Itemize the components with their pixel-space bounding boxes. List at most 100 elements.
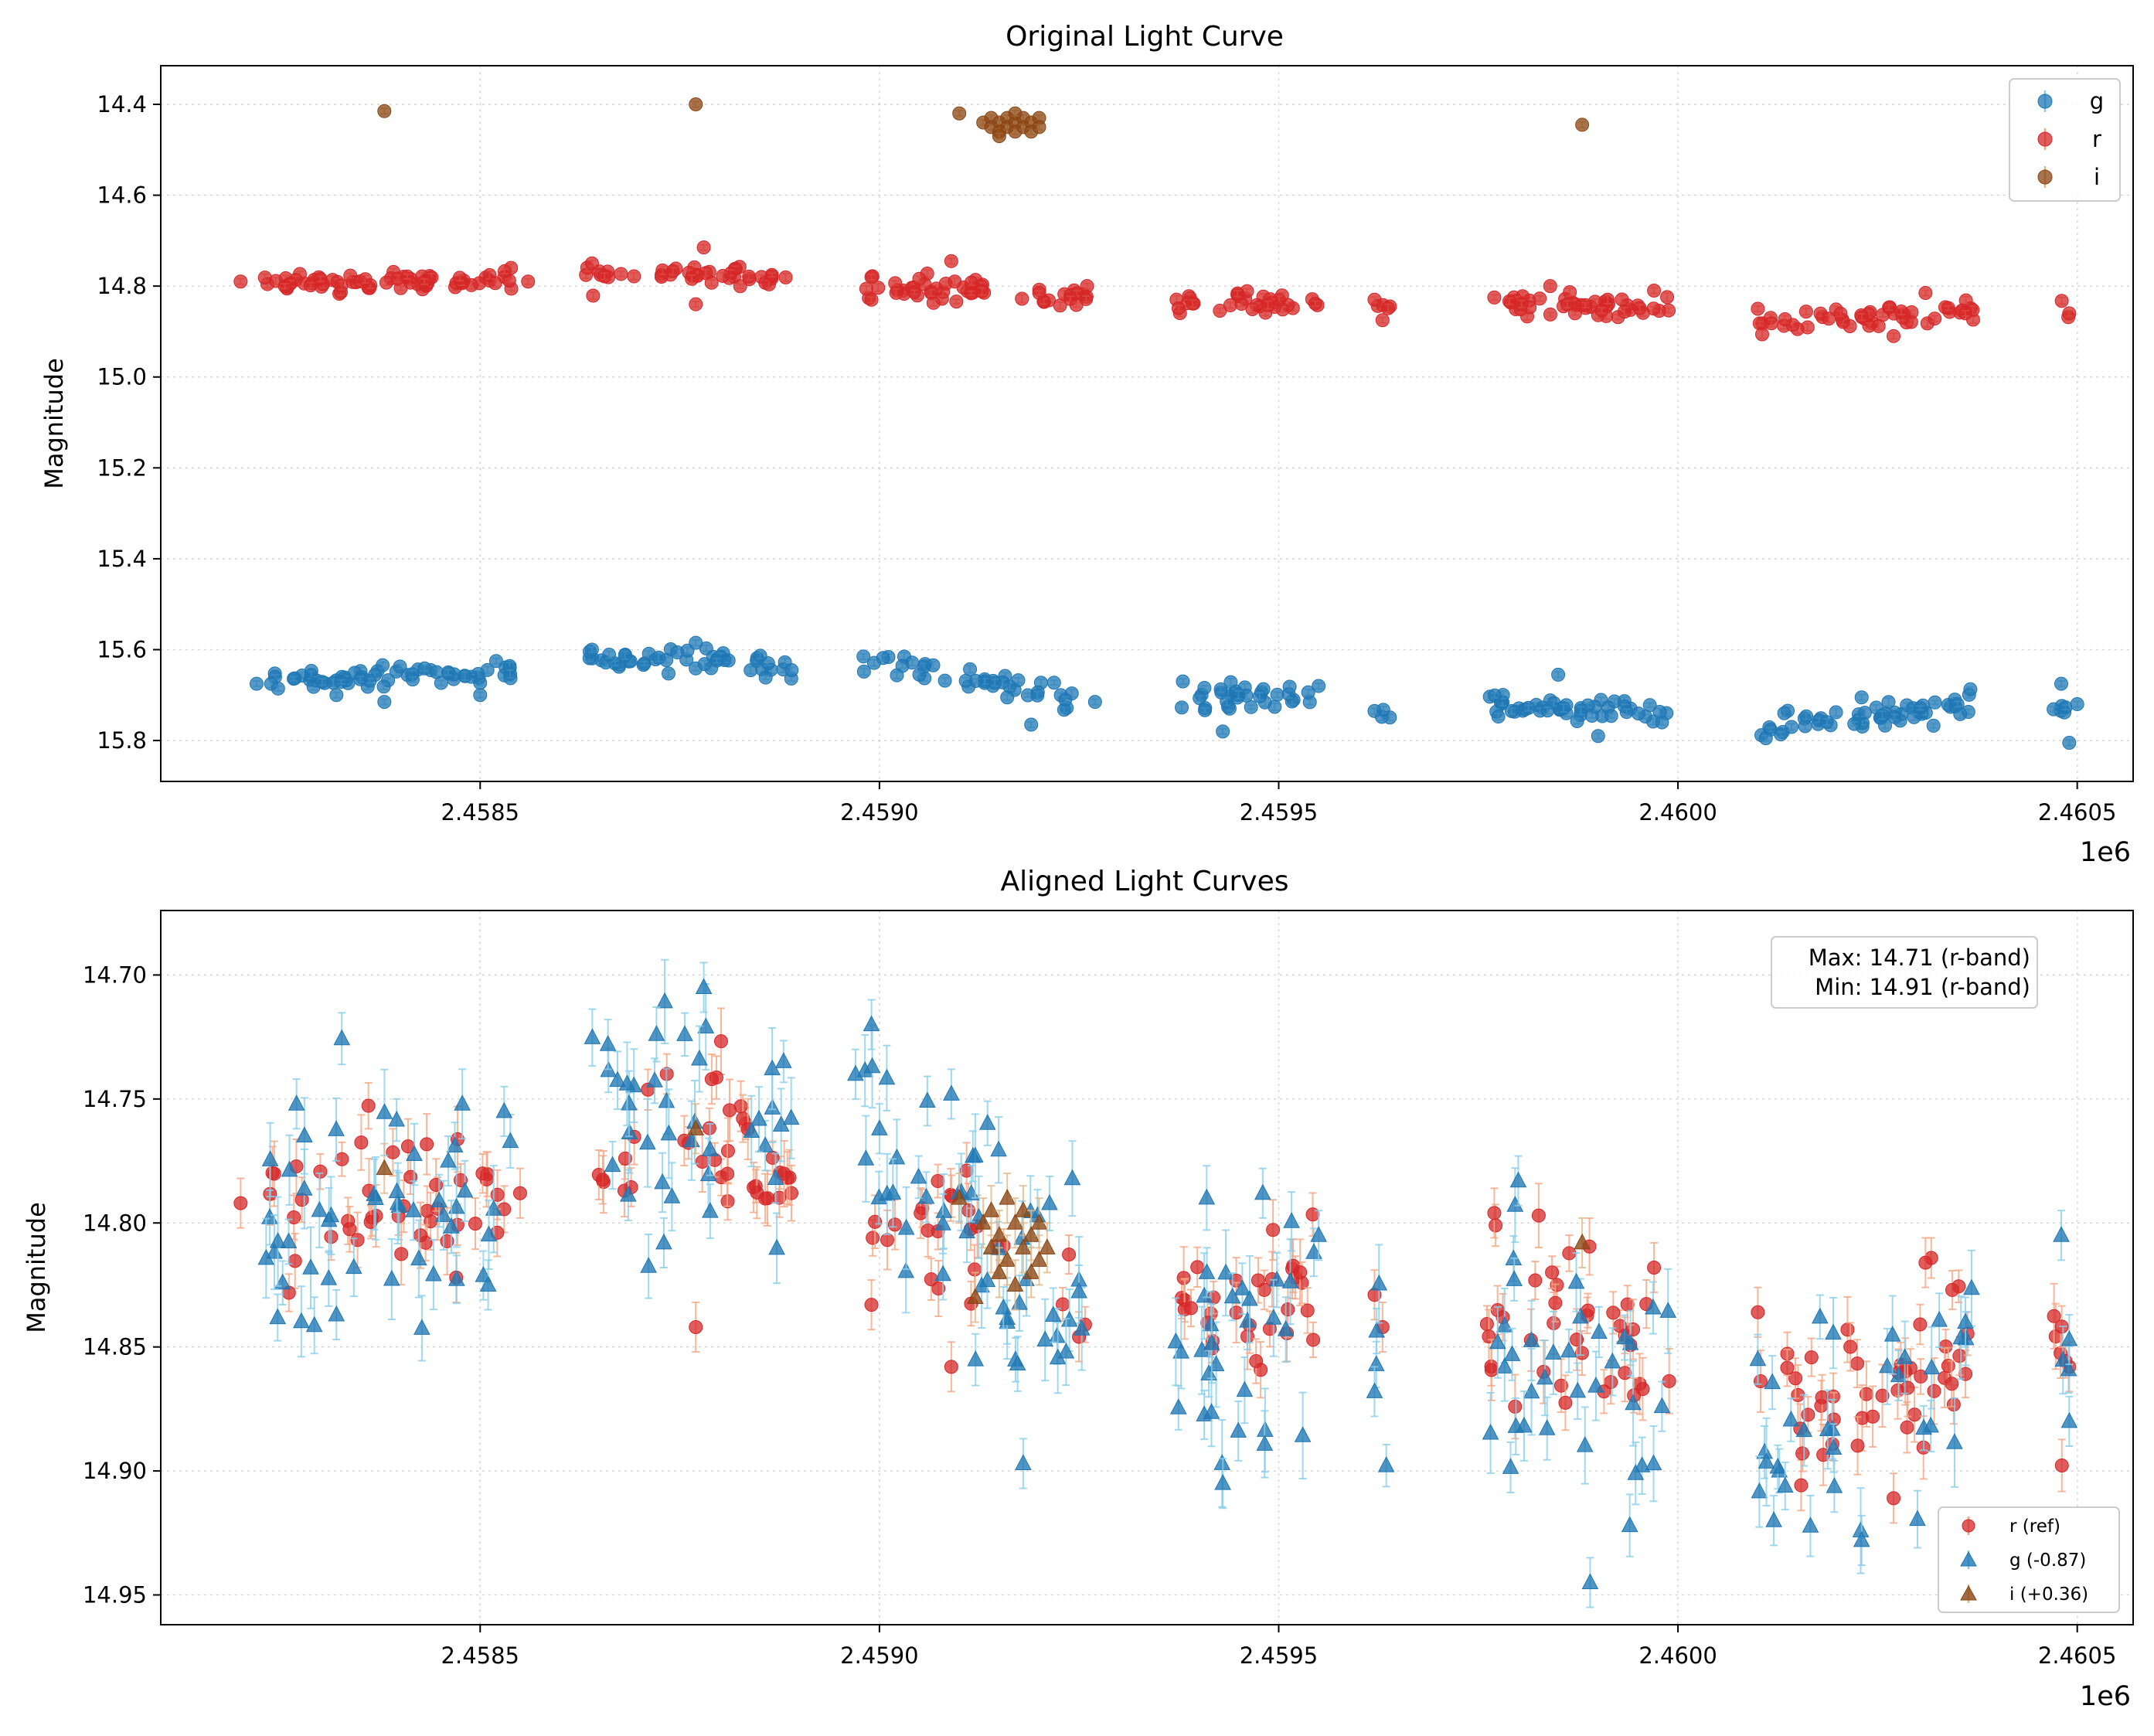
y-tick-label: 14.6 (97, 182, 147, 209)
data-point (1236, 1356, 1254, 1425)
data-point (584, 1008, 601, 1067)
data-point (2054, 294, 2069, 308)
data-point (376, 658, 390, 672)
data-point (887, 1199, 902, 1251)
data-point (1788, 1357, 1803, 1400)
data-point (774, 1040, 792, 1084)
data-point (1918, 1237, 1933, 1288)
annotation-min: Min: 14.91 (r-band) (1815, 974, 2030, 1000)
data-point (1958, 306, 1973, 321)
y-tick-label: 14.75 (83, 1086, 147, 1112)
data-point (1015, 1185, 1032, 1237)
data-point (1926, 718, 1941, 733)
data-point (1203, 1303, 1220, 1384)
data-point (233, 1177, 248, 1229)
data-point (1950, 697, 1965, 712)
data-point (1829, 705, 1843, 720)
data-point (1000, 690, 1015, 705)
data-point (1270, 687, 1285, 702)
data-point (1825, 1296, 1842, 1370)
data-point (405, 1180, 422, 1241)
data-point (639, 1098, 656, 1188)
data-point (1046, 676, 1061, 690)
data-point (584, 256, 599, 271)
data-point (334, 675, 349, 689)
data-point (233, 274, 248, 289)
legend-entry-i-shift: i (+0.36) (1960, 1585, 2088, 1605)
data-point (1875, 1363, 1890, 1428)
data-point (1502, 1441, 1519, 1493)
data-point (1087, 695, 1102, 710)
panel-original: Original Light Curve 2.4585 2.4590 2.4595 2… (39, 21, 2134, 868)
data-point (1540, 703, 1555, 718)
y-tick-label: 15.8 (97, 727, 147, 754)
data-point (1913, 700, 1928, 715)
data-point (1073, 1286, 1091, 1371)
data-point (2070, 697, 2084, 712)
data-point (1769, 1444, 1787, 1490)
data-point (1543, 307, 1557, 322)
data-point (696, 240, 711, 255)
data-point (1169, 1384, 1187, 1431)
data-point (1631, 706, 1645, 721)
data-point (995, 1285, 1012, 1330)
data-point (1751, 301, 1765, 316)
data-point (999, 1173, 1016, 1224)
data-point (764, 267, 779, 282)
data-point (689, 297, 703, 311)
legend-entry-i: i (2037, 164, 2100, 190)
data-point (1024, 717, 1039, 732)
series-r-ref (233, 1007, 2077, 1524)
y-tick-label: 14.85 (83, 1334, 147, 1360)
data-point (859, 281, 873, 296)
data-point (1056, 1286, 1070, 1322)
legend-entry-g-shift: g (-0.87) (1960, 1550, 2086, 1571)
data-point (1266, 1199, 1281, 1261)
data-point (376, 679, 391, 694)
data-point (458, 669, 472, 683)
annotation-max: Max: 14.71 (r-band) (1809, 945, 2030, 971)
data-point (1069, 298, 1084, 312)
y-tick-label: 14.90 (83, 1458, 147, 1484)
data-point (287, 1194, 301, 1241)
legend-marker-i (2037, 169, 2053, 185)
plot-frame-original (160, 65, 2134, 782)
data-point (1245, 302, 1260, 317)
data-point (1484, 1339, 1499, 1401)
data-point (1057, 703, 1071, 717)
data-point (1176, 674, 1190, 689)
data-point (311, 1172, 328, 1248)
data-point (952, 106, 967, 121)
data-point (1896, 1320, 1914, 1394)
legend-label-i: i (2094, 164, 2100, 190)
data-point (441, 665, 455, 679)
data-point (1581, 1557, 1599, 1608)
data-point (767, 1152, 784, 1204)
data-point (1521, 700, 1536, 715)
data-point (1008, 106, 1023, 121)
data-point (389, 1162, 407, 1244)
data-point (388, 1098, 406, 1142)
series-container (233, 958, 2078, 1608)
data-point (1854, 690, 1869, 705)
data-point (654, 1152, 671, 1213)
data-point (914, 1187, 928, 1240)
legend-marker-r (2037, 131, 2053, 147)
data-point (1545, 1255, 1560, 1290)
data-point (1627, 1442, 1645, 1506)
data-point (1030, 688, 1045, 703)
data-point (1044, 1287, 1062, 1343)
data-point (1080, 279, 1094, 294)
data-point (354, 1114, 369, 1171)
data-point (1312, 679, 1326, 693)
plot-frame-aligned (160, 910, 2134, 1625)
data-point (1857, 706, 1872, 720)
data-point (1023, 1210, 1040, 1261)
data-point (2054, 676, 2069, 691)
data-point (1604, 709, 1618, 723)
y-tick-label: 15.0 (97, 364, 147, 390)
data-point (512, 1167, 527, 1219)
data-point (1774, 727, 1788, 742)
data-point (1646, 301, 1661, 316)
data-point (1887, 710, 1902, 724)
